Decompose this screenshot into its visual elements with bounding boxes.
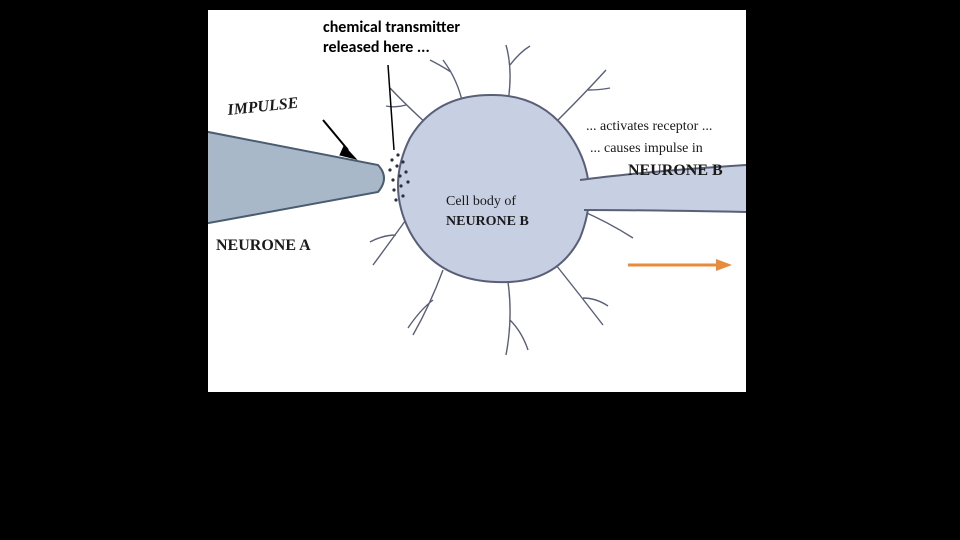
- top-label-pointer-icon: [388, 65, 394, 150]
- label-activates-receptor: ... activates receptor ...: [586, 119, 712, 134]
- label-neurone-b-right: NEURONE B: [628, 162, 723, 179]
- impulse-arrow-icon: [628, 259, 732, 271]
- label-impulse: IMPULSE: [226, 95, 300, 119]
- synapse-diagram-panel: chemical transmitter released here ... I…: [208, 10, 746, 392]
- synapse-diagram-svg: chemical transmitter released here ... I…: [208, 10, 746, 392]
- neurone-a-shape: [208, 130, 384, 225]
- neurone-b-shape: [370, 45, 746, 355]
- page-title: Synapses: [42, 18, 190, 67]
- label-chemical-transmitter-1: chemical transmitter: [323, 18, 460, 37]
- impulse-label-arrow-icon: [323, 120, 356, 159]
- label-cell-body-2: NEURONE B: [446, 214, 529, 229]
- label-neurone-a: NEURONE A: [216, 237, 311, 254]
- label-causes-impulse: ... causes impulse in: [590, 141, 703, 156]
- label-cell-body-1: Cell body of: [446, 194, 516, 209]
- slide-caption: Neurones never touch each other – there …: [126, 408, 906, 449]
- neurone-a-axon: [208, 130, 384, 225]
- label-chemical-transmitter-2: released here ...: [323, 38, 430, 57]
- slide-date: 11/02/2022: [42, 506, 95, 519]
